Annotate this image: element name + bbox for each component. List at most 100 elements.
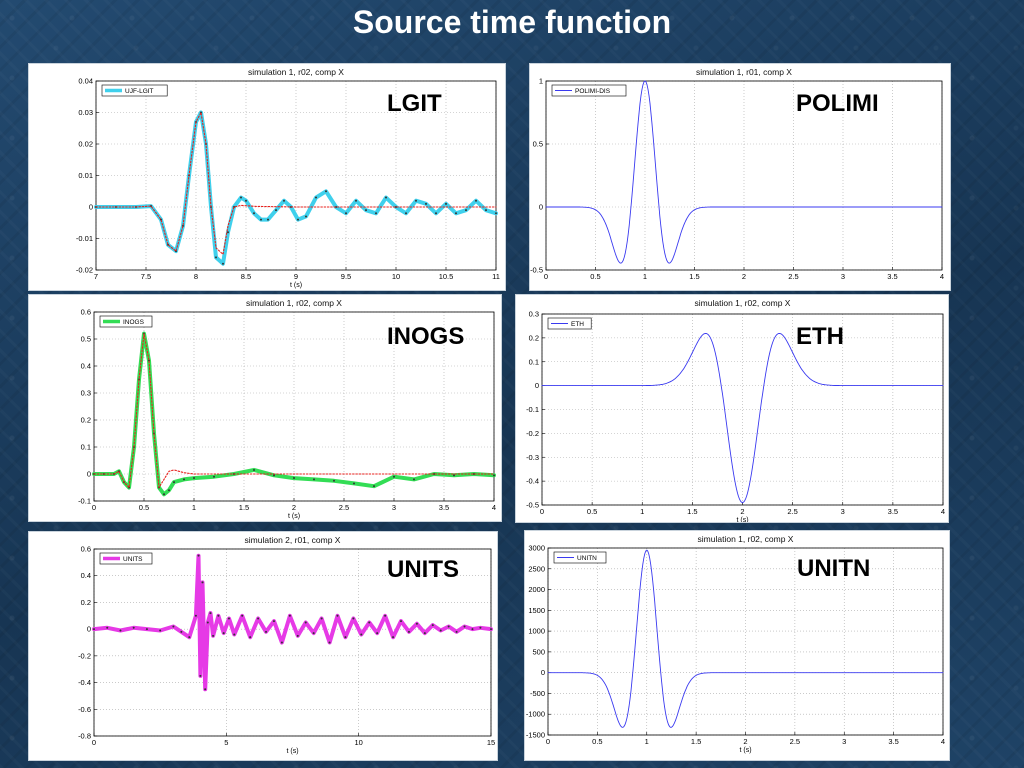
chart-title: simulation 1, r02, comp X xyxy=(698,534,794,544)
x-tick-label: 1 xyxy=(645,737,649,746)
plot-area xyxy=(547,547,944,736)
y-tick-label: -0.02 xyxy=(76,266,93,275)
data-point xyxy=(455,630,458,633)
legend-box xyxy=(551,84,627,97)
y-tick-label: 0 xyxy=(535,381,539,390)
chart-polimi: simulation 1, r01, comp X 0 0.5 1 1.5 2 2.5 3 3.… xyxy=(530,67,944,281)
x-axis-label: t (s) xyxy=(739,747,751,754)
data-point xyxy=(353,482,355,485)
chart-title: simulation 1, r02, comp X xyxy=(248,67,344,77)
x-tick-label: 8.5 xyxy=(241,272,251,281)
x-tick-label: 2.5 xyxy=(787,507,797,516)
data-point xyxy=(413,478,415,481)
data-point xyxy=(132,626,135,629)
x-tick-label: 1.5 xyxy=(691,737,701,746)
x-tick-label: 7.5 xyxy=(141,272,151,281)
chart-title: simulation 1, r02, comp X xyxy=(695,298,791,308)
x-tick-label: 0 xyxy=(544,272,548,281)
y-tick-label: 1 xyxy=(539,77,543,86)
x-tick-label: 3.5 xyxy=(887,272,897,281)
chart-unitn: simulation 1, r02, comp X 0 0.5 1 1.5 2 2.5 3 3.… xyxy=(526,534,945,754)
data-point xyxy=(431,624,434,627)
data-point xyxy=(445,202,447,205)
y-tick-label: -0.1 xyxy=(78,497,91,506)
y-tick-label: 0 xyxy=(87,625,91,634)
data-point xyxy=(328,641,331,644)
y-tick-label: -0.3 xyxy=(526,453,539,462)
x-tick-label: 10 xyxy=(354,738,362,747)
data-point xyxy=(217,614,220,617)
data-point xyxy=(265,630,268,633)
data-point xyxy=(193,477,195,480)
x-tick-label: 2 xyxy=(292,503,296,512)
series-line-reference xyxy=(93,333,495,489)
x-tick-label: 1 xyxy=(192,503,196,512)
x-tick-label: 9 xyxy=(294,272,298,281)
plot-area xyxy=(93,311,495,502)
x-tick-label: 9.5 xyxy=(341,272,351,281)
data-point xyxy=(206,621,209,624)
y-tick-label: 0.2 xyxy=(81,416,91,425)
x-tick-label: 3.5 xyxy=(439,503,449,512)
x-tick-label: 5 xyxy=(224,738,228,747)
x-tick-label: 2 xyxy=(743,737,747,746)
y-tick-label: 1500 xyxy=(528,606,545,615)
x-tick-label: 2.5 xyxy=(790,737,800,746)
data-point xyxy=(172,625,175,628)
data-point xyxy=(212,634,215,637)
data-point xyxy=(479,626,482,629)
y-tick-label: 0.04 xyxy=(78,77,93,86)
data-point xyxy=(119,629,122,632)
y-tick-label: -500 xyxy=(530,689,545,698)
series-line-unitn xyxy=(547,549,944,728)
legend-box xyxy=(99,315,153,328)
data-point xyxy=(188,636,191,639)
chart-panel-polimi: simulation 1, r01, comp X 0 0.5 1 1.5 2 2.5 3 3.… xyxy=(529,63,951,291)
legend-entry: UNITS xyxy=(123,556,143,563)
x-tick-label: 2 xyxy=(742,272,746,281)
data-point xyxy=(439,629,442,632)
data-point xyxy=(473,473,475,475)
x-tick-label: 3 xyxy=(392,503,396,512)
y-tick-label: 0.2 xyxy=(529,333,539,342)
legend-entry: POLIMI-DIS xyxy=(575,88,611,95)
data-point xyxy=(447,625,450,628)
plot-area xyxy=(545,80,943,271)
data-point xyxy=(253,468,255,471)
x-tick-label: 10.5 xyxy=(439,272,454,281)
y-tick-label: 0 xyxy=(87,470,91,479)
y-tick-label: 2000 xyxy=(528,585,545,594)
data-point xyxy=(257,617,260,620)
data-point xyxy=(273,474,275,477)
y-tick-label: 0.2 xyxy=(81,598,91,607)
data-point xyxy=(313,478,315,481)
x-tick-label: 1.5 xyxy=(687,507,697,516)
group-label-unitn: UNITN xyxy=(797,555,871,582)
y-tick-label: -0.6 xyxy=(78,705,91,714)
x-tick-label: 0 xyxy=(546,737,550,746)
data-point xyxy=(233,633,236,636)
x-axis-label: t (s) xyxy=(736,517,748,523)
data-point xyxy=(336,614,339,617)
x-tick-label: 10 xyxy=(392,272,400,281)
data-point xyxy=(240,196,242,199)
x-tick-label: 0.5 xyxy=(590,272,600,281)
y-tick-label: 0.6 xyxy=(81,545,91,554)
data-point xyxy=(288,614,291,617)
plot-area xyxy=(541,313,944,506)
chart-panel-unitn: simulation 1, r02, comp X 0 0.5 1 1.5 2 2.5 3 3.… xyxy=(524,530,950,761)
data-point xyxy=(275,209,277,212)
data-point xyxy=(415,622,418,625)
data-point xyxy=(475,199,477,202)
x-tick-label: 0 xyxy=(92,738,96,747)
data-point xyxy=(249,636,252,639)
data-point xyxy=(267,218,269,221)
data-point xyxy=(375,212,377,215)
data-point xyxy=(407,630,410,633)
x-tick-label: 3 xyxy=(841,272,845,281)
x-tick-label: 0.5 xyxy=(587,507,597,516)
data-point xyxy=(304,621,307,624)
data-point xyxy=(145,628,148,631)
slide-title: Source time function xyxy=(352,4,672,40)
data-point xyxy=(453,474,455,477)
